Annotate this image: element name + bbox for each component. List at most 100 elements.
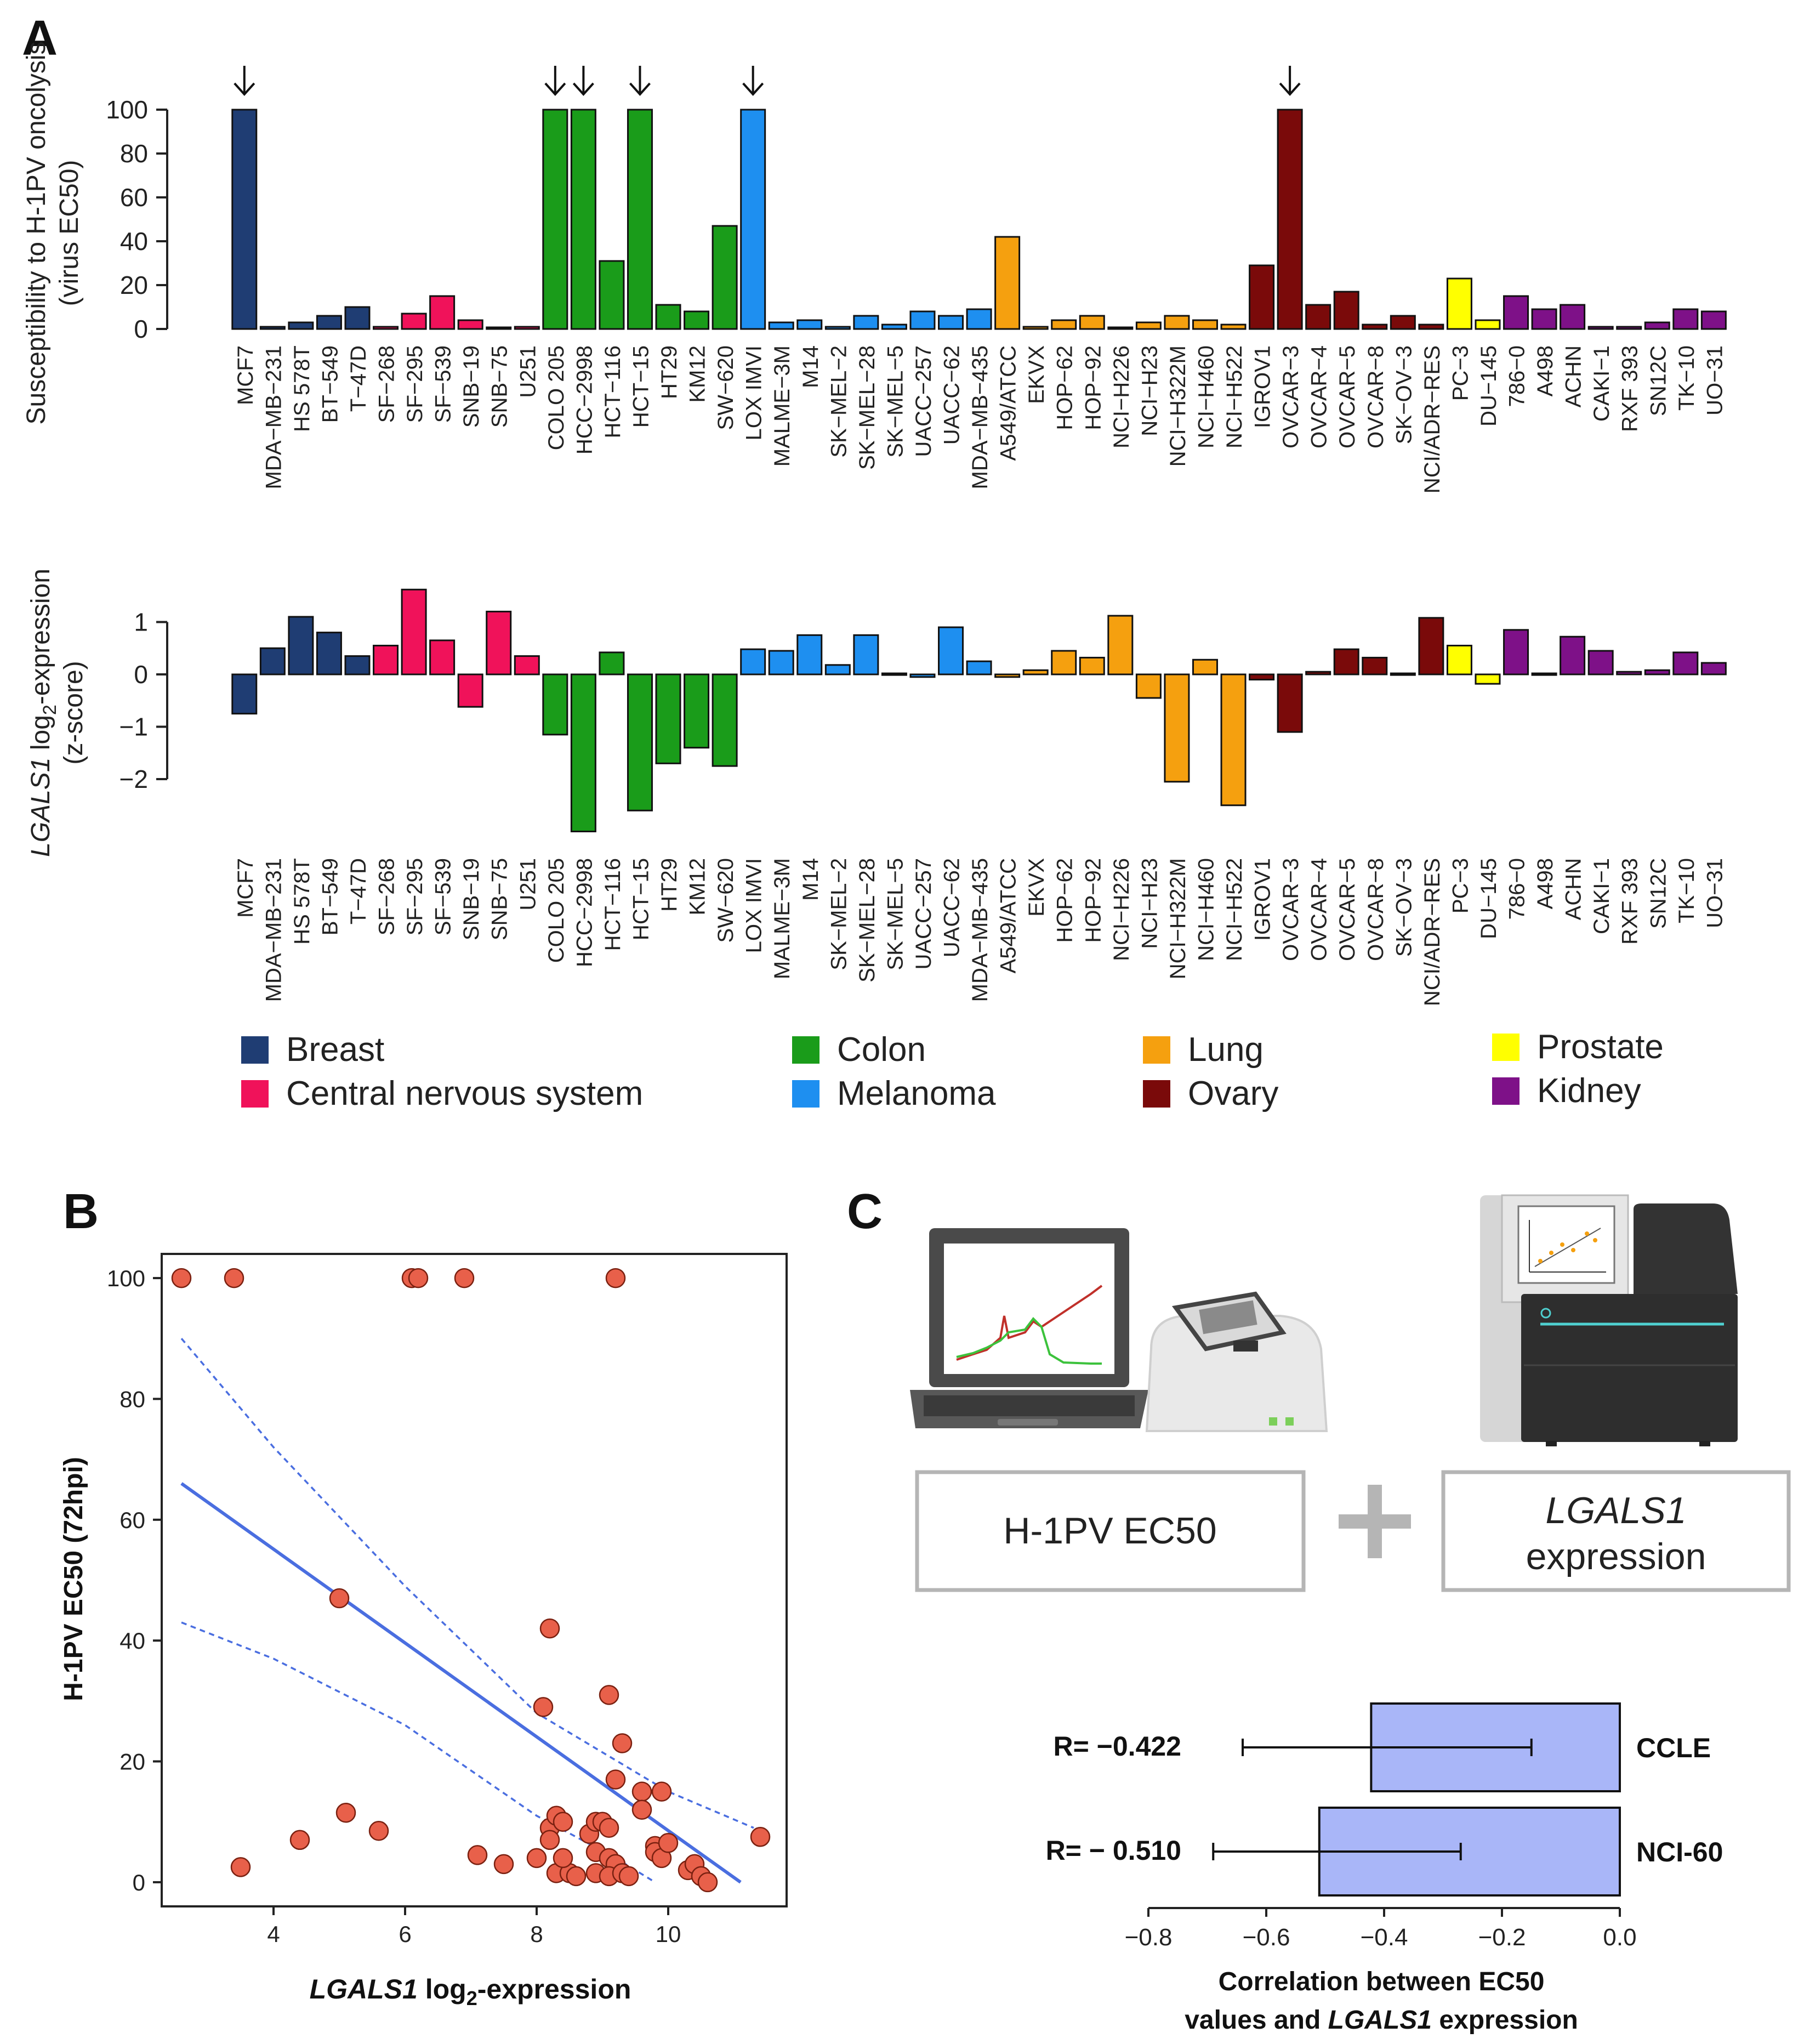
bar-lgals1 <box>316 632 342 675</box>
bar-lgals1 <box>288 616 314 675</box>
x-tick-label-lgals1: IGROV1 <box>1251 858 1275 941</box>
y-axis-label-lgals1-end: -expression <box>26 569 55 705</box>
bar-lgals1 <box>1107 615 1134 675</box>
x-tick-label-ec50: 786−0 <box>1505 345 1529 407</box>
x-tick-label-ec50: BT−549 <box>318 345 342 423</box>
y-tick-label-lgals1: 1 <box>134 608 148 637</box>
legend-label: Breast <box>286 1031 384 1069</box>
legend-swatch <box>241 1080 269 1108</box>
bar-lgals1 <box>1390 672 1416 676</box>
x-tick-label-lgals1: KM12 <box>686 858 710 916</box>
bar-ec50 <box>1277 109 1303 330</box>
legend-swatch <box>1143 1080 1170 1108</box>
y-tick-label-ec50: 60 <box>120 183 148 212</box>
x-tick-label-ec50: OVCAR−5 <box>1335 345 1359 448</box>
x-tick-label-ec50: OVCAR−3 <box>1279 345 1303 448</box>
x-tick-label-ec50: IGROV1 <box>1251 345 1275 428</box>
scatter-point <box>408 1268 429 1288</box>
correlation-x-label-line2: values and LGALS1 expression <box>1185 2006 1578 2035</box>
scatter-point <box>230 1857 251 1877</box>
bar-lgals1 <box>1220 673 1247 807</box>
x-tick-label-lgals1: NCI−H522 <box>1222 858 1247 961</box>
x-tick-label-ec50: SF−268 <box>375 345 399 423</box>
x-tick-label-lgals1: HCT−116 <box>601 858 625 951</box>
bar-lgals1 <box>1700 662 1727 675</box>
x-tick-label-lgals1: SW−620 <box>714 858 738 943</box>
bar-chart-lgals1: −2−101 MCF7 MDA−MB−231 HS 578T BT−549 T−47D S… <box>26 569 1727 1006</box>
correlation-value-label: R= −0.422 <box>1053 1731 1181 1762</box>
x-tick-label-lgals1: NCI/ADR−RES <box>1420 858 1444 1006</box>
bar-ec50 <box>796 319 823 330</box>
x-tick-label-lgals1: SK−MEL−2 <box>827 858 851 970</box>
bar-lgals1 <box>1616 671 1642 675</box>
x-tick-label-lgals1: 786−0 <box>1505 858 1529 919</box>
x-tick-label-lgals1: DU−145 <box>1477 858 1501 939</box>
y-axis-lgals1: −2 −1 0 1 <box>119 608 168 793</box>
bar-ec50 <box>1333 291 1359 330</box>
x-labels-ec50: MCF7 MDA−MB−231 HS 578T BT−549 T−47D SF−268 SF… <box>234 345 1727 493</box>
y-tick-label-ec50: 0 <box>134 315 148 343</box>
bar-ec50 <box>259 326 286 330</box>
confidence-band <box>180 1338 754 1883</box>
x-tick-label-lgals1: SF−295 <box>403 858 427 935</box>
bar-ec50 <box>1192 319 1218 330</box>
panel-label-a: A <box>22 11 58 66</box>
scatter-point <box>553 1848 573 1869</box>
x-tick-label-ec50: NCI/ADR−RES <box>1420 345 1444 493</box>
y-axis-label-lgals1-sub: 2 <box>39 705 60 715</box>
bars-lgals1 <box>231 588 1727 832</box>
bar-ec50 <box>486 326 512 330</box>
scatter-point <box>533 1697 554 1717</box>
scatter-x-label-end: -expression <box>477 1974 631 2005</box>
bar-lgals1 <box>627 673 653 811</box>
legend-label: Colon <box>837 1031 926 1069</box>
bar-ec50 <box>938 315 964 330</box>
bar-ec50 <box>344 306 371 330</box>
y-tick-label-lgals1: 0 <box>134 660 148 689</box>
scatter-point <box>605 1268 626 1288</box>
bar-lgals1 <box>1560 635 1586 675</box>
x-tick-label-ec50: TK−10 <box>1675 345 1699 411</box>
scatter-y-tick-label: 100 <box>107 1265 145 1291</box>
bars-ec50 <box>231 109 1727 330</box>
x-tick-label-ec50: HCC−2998 <box>572 345 596 455</box>
arrows-ec50 <box>234 66 1301 96</box>
x-tick-label-ec50: HOP−62 <box>1053 345 1077 430</box>
bar-ec50 <box>1362 323 1388 330</box>
x-tick-label-lgals1: OVCAR−5 <box>1335 858 1359 961</box>
bar-ec50 <box>1446 277 1472 330</box>
x-tick-label-ec50: M14 <box>799 345 823 388</box>
bar-ec50 <box>1700 310 1727 330</box>
scatter-frame <box>161 1253 788 1907</box>
scatter-y-tick-label: 20 <box>119 1749 145 1775</box>
x-tick-label-ec50: SK−MEL−28 <box>855 345 879 470</box>
scatter-points <box>171 1268 771 1893</box>
scatter-point <box>171 1268 192 1288</box>
x-tick-label-ec50: HOP−92 <box>1081 345 1105 430</box>
scatter-x-label-sub: 2 <box>466 1987 477 2009</box>
legend-swatch <box>792 1036 820 1064</box>
bar-ec50 <box>1418 323 1444 330</box>
scatter-point <box>454 1268 475 1288</box>
x-tick-label-ec50: ACHN <box>1562 345 1586 407</box>
bar-lgals1 <box>938 626 964 675</box>
y-axis-label-lgals1-gene: LGALS1 <box>26 757 55 856</box>
x-tick-label-ec50: NCI−H460 <box>1194 345 1218 448</box>
bar-lgals1 <box>853 634 879 675</box>
x-tick-label-lgals1: MCF7 <box>234 858 258 918</box>
x-tick-label-lgals1: U251 <box>516 858 540 911</box>
scatter-point <box>539 1830 560 1850</box>
bar-ec50 <box>599 260 625 330</box>
correlation-x-label-gene: LGALS1 <box>1328 2006 1432 2035</box>
legend-label: Melanoma <box>837 1075 996 1112</box>
bar-lgals1 <box>768 650 794 675</box>
bar-ec50 <box>1616 326 1642 330</box>
down-arrow-icon <box>544 66 566 96</box>
correlation-x-label-pre: values and <box>1185 2006 1328 2035</box>
bar-ec50 <box>1220 323 1247 330</box>
plus-icon <box>1339 1485 1411 1558</box>
bar-lgals1 <box>1192 658 1218 675</box>
x-tick-label-lgals1: MDA−MB−435 <box>968 858 992 1002</box>
legend-swatch <box>1492 1034 1520 1061</box>
bar-ec50 <box>1503 295 1529 330</box>
